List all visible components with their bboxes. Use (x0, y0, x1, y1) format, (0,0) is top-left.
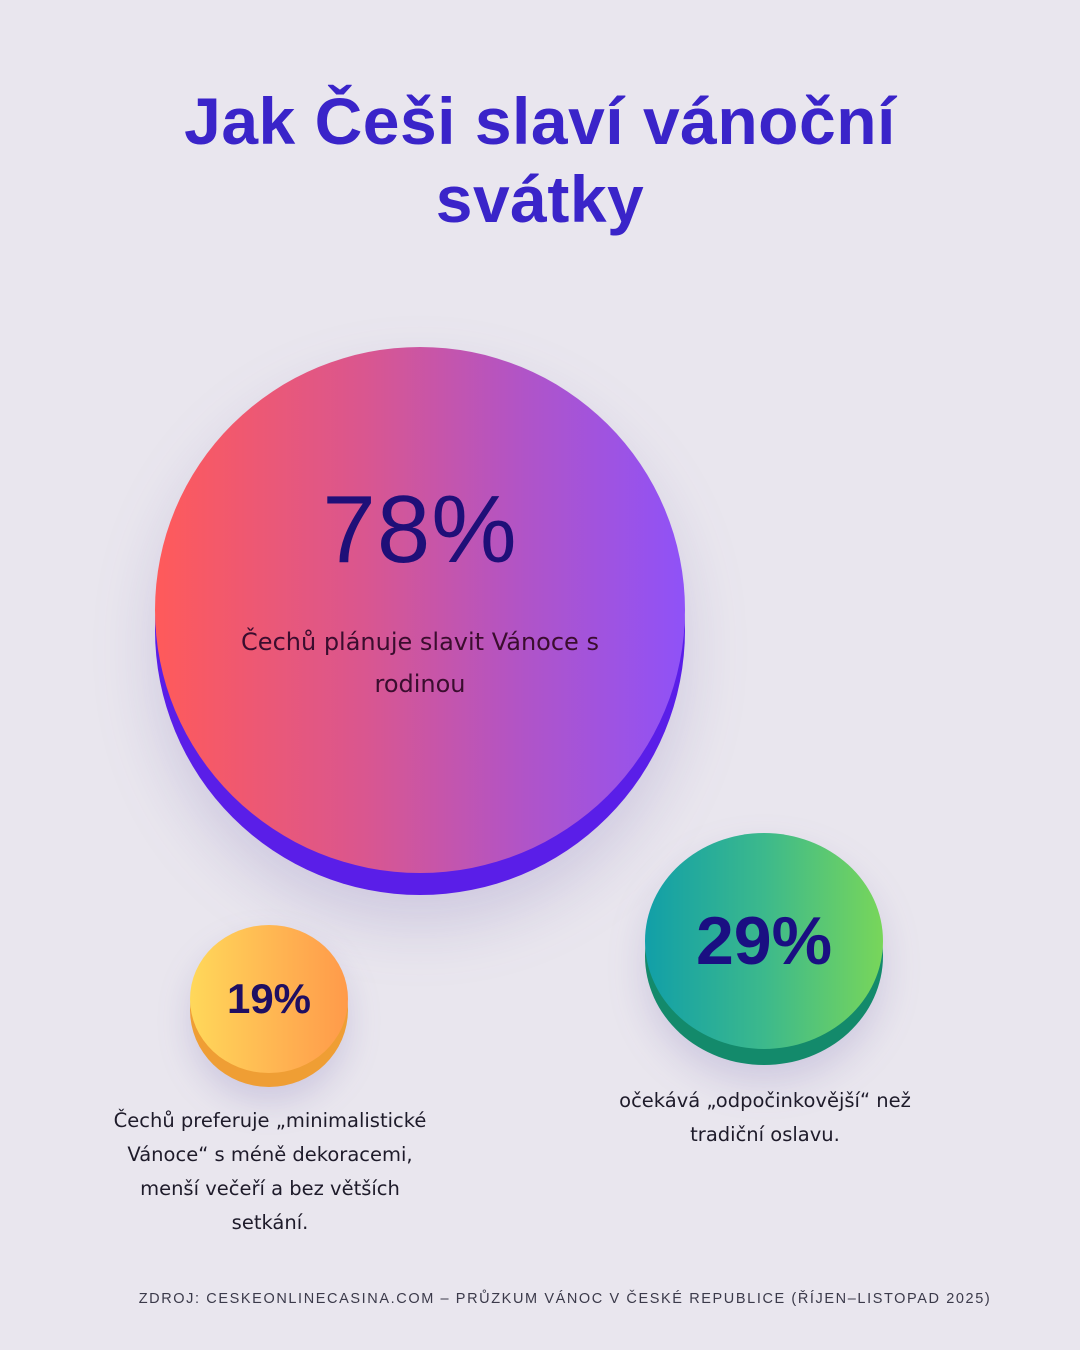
stat-bubble-minimalist: 19% (190, 925, 348, 1087)
bubble-face: 78% Čechů plánuje slavit Vánoce s rodino… (155, 347, 685, 873)
stat-value: 19% (226, 975, 312, 1022)
page-title: Jak Češi slaví vánoční svátky (0, 82, 1080, 238)
stat-value: 29% (695, 903, 833, 979)
bubble-face: 29% (645, 833, 883, 1049)
stat-caption-minimalist: Čechů preferuje „minimalistické Vánoce“ … (113, 1109, 427, 1234)
source-note: ZDROJ: CESKEONLINECASINA.COM – PRŮZKUM V… (138, 1291, 992, 1307)
title-line-1: Jak Češi slaví vánoční (184, 84, 896, 158)
stat-bubble-relaxed: 29% (645, 833, 883, 1065)
stat-bubble-family: 78% Čechů plánuje slavit Vánoce s rodino… (155, 347, 685, 895)
stat-description: Čechů plánuje slavit Vánoce s rodinou (241, 628, 599, 698)
bubble-face: 19% (190, 925, 348, 1073)
title-line-2: svátky (435, 162, 645, 236)
stat-caption-relaxed: očekává „odpočinkovější“ než tradiční os… (619, 1089, 911, 1146)
stat-value: 78% (322, 476, 518, 583)
